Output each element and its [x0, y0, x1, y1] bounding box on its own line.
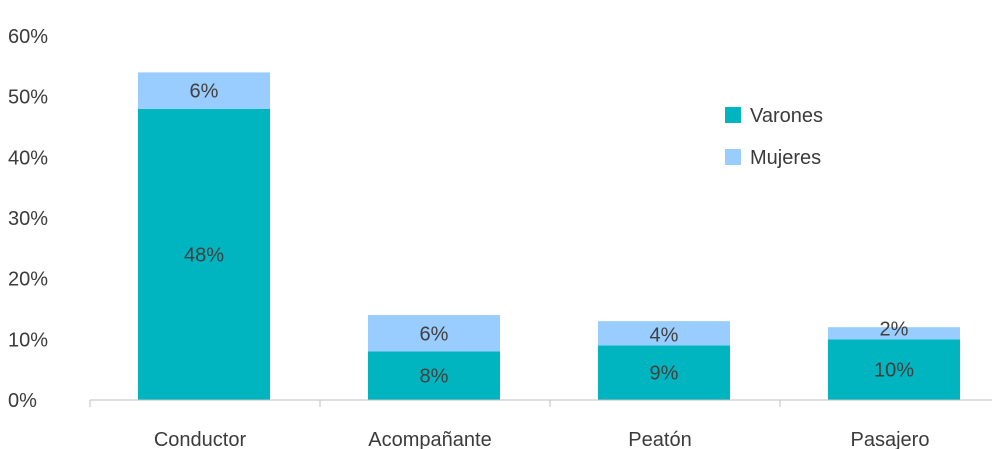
legend-swatch	[725, 149, 741, 165]
bar-segment-mujeres	[598, 321, 730, 346]
data-label: 9%	[650, 363, 679, 385]
bar-segment-mujeres	[368, 315, 500, 352]
bar-segment-mujeres	[828, 327, 960, 340]
legend-swatch	[725, 107, 741, 123]
bar-segment-varones	[598, 345, 730, 400]
bar-segment-varones	[828, 339, 960, 400]
legend-label: Varones	[750, 105, 823, 127]
y-tick-label: 10%	[8, 329, 48, 351]
data-label: 4%	[650, 324, 679, 346]
bar-segment-mujeres	[138, 72, 270, 109]
bars: 48% 6% 8% 6% 9% 4% 10% 2%	[138, 72, 960, 401]
legend-label: Mujeres	[750, 147, 821, 169]
x-tick-label: Acompañante	[368, 429, 491, 449]
legend: Varones Mujeres	[725, 105, 823, 169]
x-tick-label: Peatón	[628, 429, 691, 449]
x-tick-label: Conductor	[154, 429, 247, 449]
bar-segment-varones	[138, 108, 270, 401]
data-label: 2%	[880, 318, 909, 340]
y-axis: 0% 10% 20% 30% 40% 50% 60%	[8, 26, 48, 412]
data-label: 6%	[190, 81, 219, 103]
data-label: 48%	[184, 244, 224, 266]
y-tick-label: 0%	[8, 390, 37, 412]
x-axis: Conductor Acompañante Peatón Pasajero	[89, 399, 992, 449]
y-tick-label: 40%	[8, 147, 48, 169]
y-tick-label: 20%	[8, 269, 48, 291]
y-tick-label: 60%	[8, 26, 48, 48]
x-tick-label: Pasajero	[851, 429, 930, 449]
y-tick-label: 50%	[8, 87, 48, 109]
data-label: 6%	[420, 323, 449, 345]
data-label: 10%	[874, 360, 914, 382]
y-tick-label: 30%	[8, 208, 48, 230]
data-label: 8%	[420, 366, 449, 388]
bar-segment-varones	[368, 351, 500, 400]
